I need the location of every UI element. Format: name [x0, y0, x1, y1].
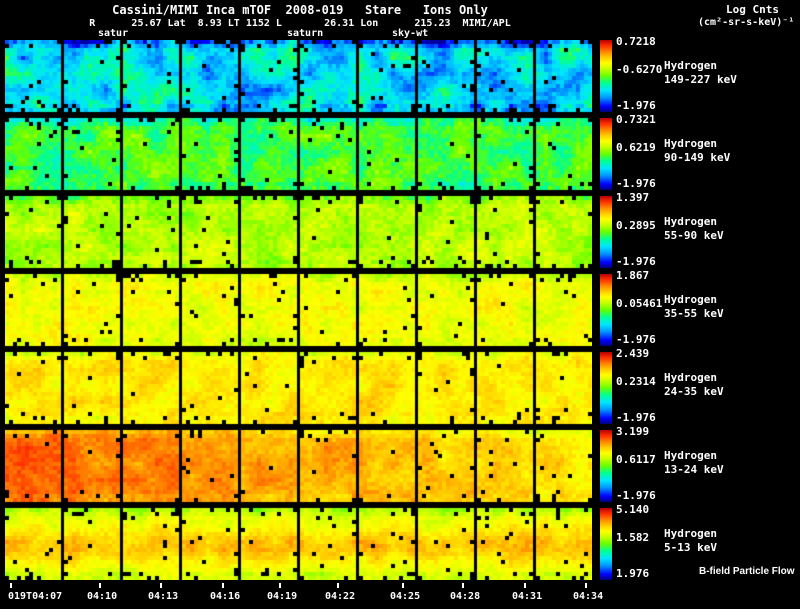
colorbar-max-label: 0.7321 — [616, 113, 656, 126]
ephemeris-line: R 25.67 Lat 8.93 LT 1152 L 26.31 Lon 215… — [89, 18, 511, 29]
units-exponent-label: (cm²-sr-s-keV)⁻¹ — [698, 17, 795, 28]
time-tick-label: 019T04:07 — [8, 583, 63, 602]
time-tick-label: 04:31 — [512, 583, 543, 602]
colorbar-mid-label: 0.6219 — [616, 141, 656, 154]
row-species-label: Hydrogen — [664, 59, 717, 72]
colorbar — [600, 196, 612, 268]
colorbar — [600, 430, 612, 502]
bfield-flow-label: B-field Particle Flow — [699, 566, 795, 577]
row-energy-label: 90-149 keV — [664, 151, 731, 164]
time-axis: 019T04:07 04:10 04:13 04:16 04:19 04:22 … — [5, 583, 655, 607]
time-tick-label: 04:16 — [210, 583, 241, 602]
colorbar — [600, 40, 612, 112]
page-title: Cassini/MIMI Inca mTOF 2008-019 Stare Io… — [112, 3, 488, 17]
row-energy-label: 55-90 keV — [664, 229, 724, 242]
energy-row-55-90: 1.397 0.2895 -1.976 Hydrogen 55-90 keV — [600, 191, 798, 274]
colorbar-min-label: -1.976 — [616, 411, 656, 424]
energy-row-24-35: 2.439 0.2314 -1.976 Hydrogen 24-35 keV — [600, 347, 798, 430]
row-species-label: Hydrogen — [664, 371, 717, 384]
time-tick-label: 04:19 — [267, 583, 298, 602]
colorbar-min-label: -1.976 — [616, 489, 656, 502]
colorbar — [600, 274, 612, 346]
spectrogram-canvas — [5, 40, 592, 580]
colorbar-min-label: -1.976 — [616, 177, 656, 190]
energy-row-35-55: 1.867 0.05461 -1.976 Hydrogen 35-55 keV — [600, 269, 798, 352]
row-energy-label: 13-24 keV — [664, 463, 724, 476]
colorbar — [600, 508, 612, 580]
colorbar-max-label: 2.439 — [616, 347, 650, 360]
time-tick-label: 04:13 — [148, 583, 179, 602]
colorbar-max-label: 1.397 — [616, 191, 650, 204]
time-tick-label: 04:28 — [450, 583, 481, 602]
energy-row-90-149: 0.7321 0.6219 -1.976 Hydrogen 90-149 keV — [600, 113, 798, 196]
colorbar-min-label: -1.976 — [616, 99, 656, 112]
colorbar-mid-label: 0.2314 — [616, 375, 656, 388]
colorbar-min-label: -1.976 — [616, 333, 656, 346]
row-energy-label: 149-227 keV — [664, 73, 737, 86]
colorbar — [600, 118, 612, 190]
row-energy-label: 24-35 keV — [664, 385, 724, 398]
energy-row-13-24: 3.199 0.6117 -1.976 Hydrogen 13-24 keV — [600, 425, 798, 508]
row-energy-label: 35-55 keV — [664, 307, 724, 320]
row-species-label: Hydrogen — [664, 449, 717, 462]
units-label: Log Cnts — [726, 3, 779, 16]
pointing-label-saturn: saturn — [287, 28, 324, 39]
row-energy-label: 5-13 keV — [664, 541, 717, 554]
row-species-label: Hydrogen — [664, 137, 717, 150]
time-tick-label: 04:34 — [573, 583, 604, 602]
pointing-label-satur: satur — [98, 28, 129, 39]
colorbar-mid-label: 0.6117 — [616, 453, 656, 466]
time-tick-label: 04:22 — [325, 583, 356, 602]
time-tick-label: 04:10 — [87, 583, 118, 602]
colorbar-min-label: -1.976 — [616, 255, 656, 268]
colorbar-max-label: 0.7218 — [616, 35, 656, 48]
colorbar-mid-label: 0.2895 — [616, 219, 656, 232]
colorbar-mid-label: 1.582 — [616, 531, 650, 544]
energy-row-5-13: 5.140 1.582 1.976 Hydrogen 5-13 keV — [600, 503, 798, 586]
colorbar — [600, 352, 612, 424]
colorbar-max-label: 3.199 — [616, 425, 650, 438]
colorbar-max-label: 5.140 — [616, 503, 650, 516]
colorbar-mid-label: -0.6270 — [616, 63, 663, 76]
colorbar-max-label: 1.867 — [616, 269, 650, 282]
row-species-label: Hydrogen — [664, 527, 717, 540]
colorbar-mid-label: 0.05461 — [616, 297, 663, 310]
row-species-label: Hydrogen — [664, 293, 717, 306]
pointing-label-sky-wt: sky-wt — [392, 28, 429, 39]
time-tick-label: 04:25 — [390, 583, 421, 602]
colorbar-min-label: 1.976 — [616, 567, 650, 580]
row-species-label: Hydrogen — [664, 215, 717, 228]
energy-row-149-227: 0.7218 -0.6270 -1.976 Hydrogen 149-227 k… — [600, 35, 798, 118]
